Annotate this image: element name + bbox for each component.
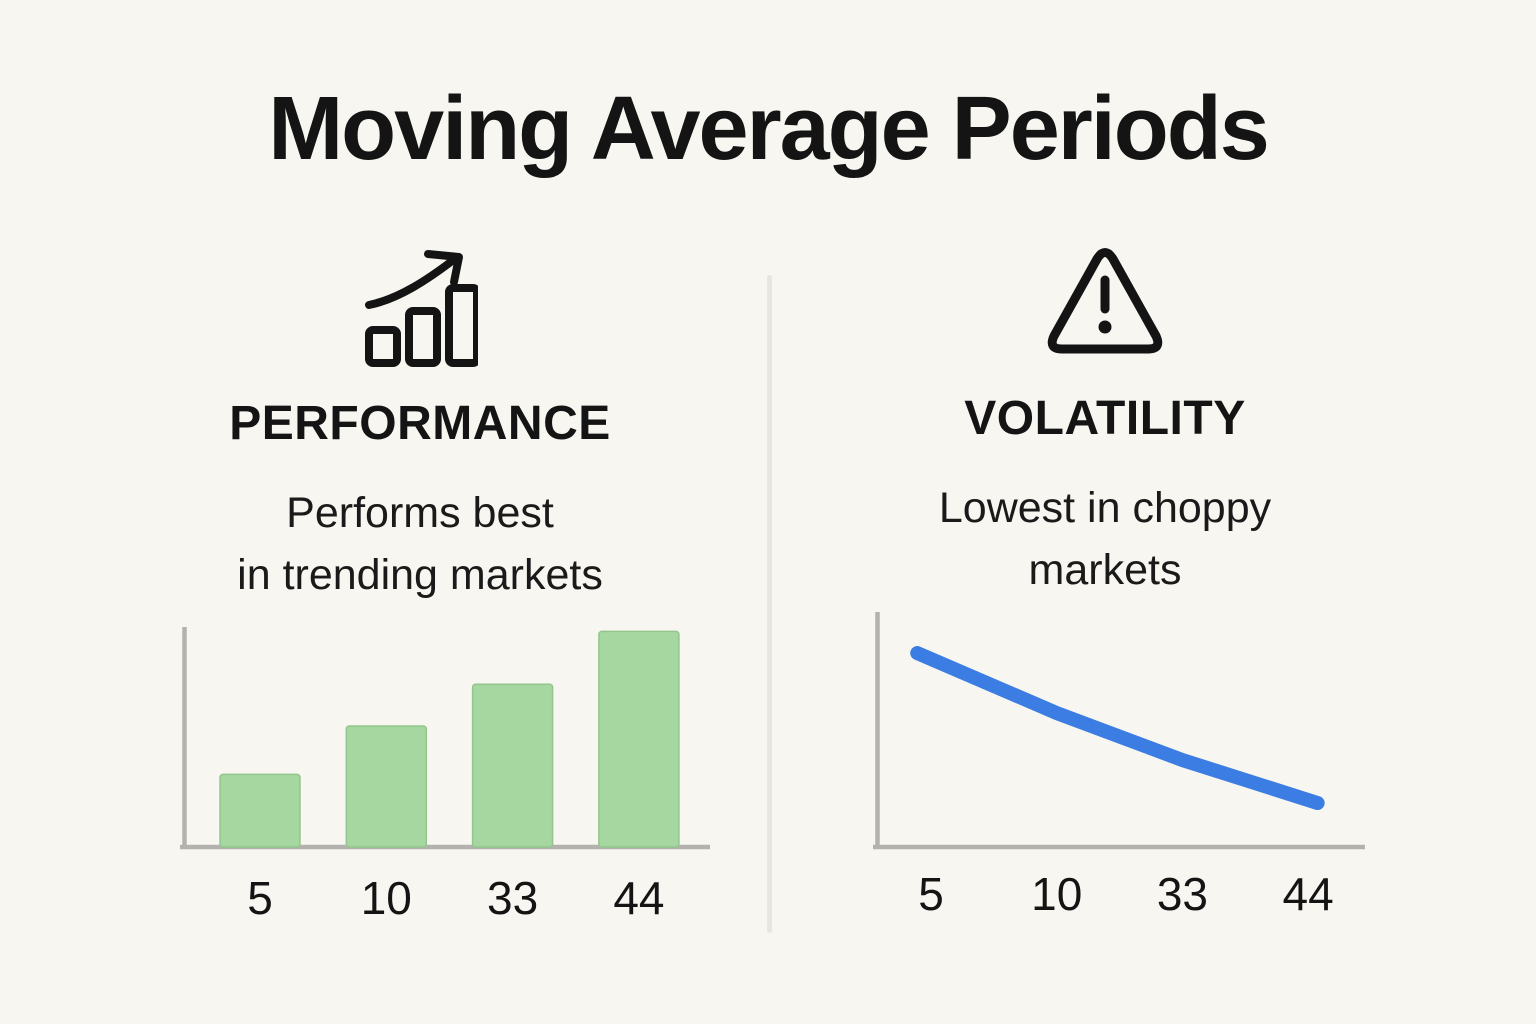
volatility-subtitle-line1: Lowest in choppy bbox=[938, 484, 1272, 532]
performance-subtitle-line1: Performs best bbox=[286, 489, 554, 537]
performance-subtitle: Performs best in trending markets bbox=[237, 482, 603, 606]
svg-text:5: 5 bbox=[247, 872, 273, 924]
warning-triangle-icon bbox=[1043, 243, 1167, 363]
svg-text:5: 5 bbox=[918, 868, 944, 920]
performance-subtitle-line2: in trending markets bbox=[237, 551, 603, 599]
volatility-subtitle-line2: markets bbox=[1028, 546, 1182, 594]
volatility-subtitle: Lowest in choppy markets bbox=[939, 477, 1271, 601]
volatility-panel: VOLATILITY Lowest in choppy markets 5 10 3… bbox=[780, 230, 1430, 950]
volatility-line-chart: 5 10 33 44 bbox=[873, 612, 1365, 920]
performance-bar-chart: 5 10 33 44 bbox=[180, 627, 710, 924]
bar-chart-rising-icon bbox=[362, 248, 478, 368]
svg-text:10: 10 bbox=[1031, 868, 1082, 920]
performance-panel: PERFORMANCE Performs best in trending ma… bbox=[95, 230, 745, 950]
svg-text:33: 33 bbox=[1157, 868, 1208, 920]
page-title: Moving Average Periods bbox=[268, 79, 1270, 179]
volatility-heading: VOLATILITY bbox=[964, 392, 1246, 445]
performance-heading: PERFORMANCE bbox=[229, 397, 611, 450]
svg-text:44: 44 bbox=[613, 872, 664, 924]
svg-text:33: 33 bbox=[487, 872, 538, 924]
panel-divider bbox=[767, 275, 772, 933]
svg-text:10: 10 bbox=[361, 872, 412, 924]
svg-text:44: 44 bbox=[1283, 868, 1334, 920]
